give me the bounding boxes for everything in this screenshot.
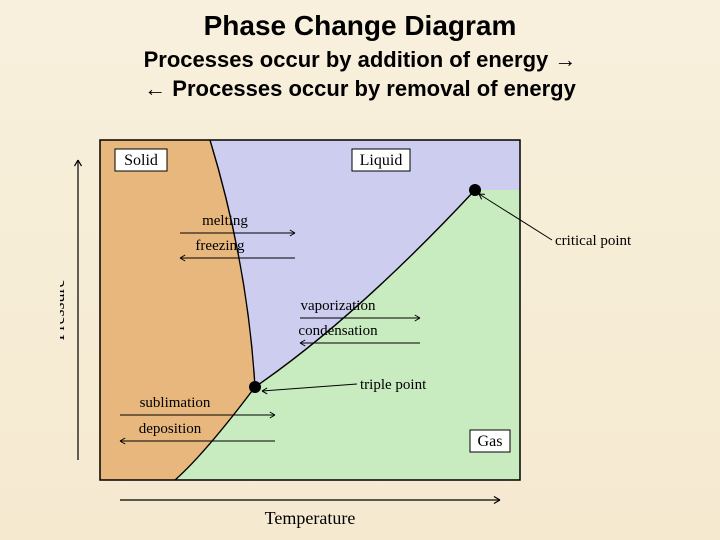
x-axis-label: Temperature [265, 508, 356, 528]
freezing-label: freezing [195, 238, 245, 254]
page-title: Phase Change Diagram [0, 0, 720, 42]
triple-point [249, 381, 261, 393]
phase-diagram: Solid Liquid Gas Pressure Temperature melting… [60, 135, 670, 530]
triple_point-annotation: triple point [360, 377, 427, 393]
gas-label: Gas [478, 433, 503, 450]
subtitle: Processes occur by addition of energy → … [0, 46, 720, 103]
critical_point-annotation: critical point [555, 233, 632, 249]
vaporization-label: vaporization [301, 298, 376, 314]
solid-label: Solid [124, 152, 158, 169]
liquid-label: Liquid [360, 152, 403, 169]
subtitle-line-1: Processes occur by addition of energy → [0, 46, 720, 75]
phase-diagram-svg: Solid Liquid Gas Pressure Temperature melting… [60, 135, 670, 530]
condensation-label: condensation [298, 323, 378, 339]
y-axis-label: Pressure [60, 280, 68, 341]
subtitle-line-2: ← Processes occur by removal of energy [0, 75, 720, 104]
sublimation-label: sublimation [140, 395, 211, 411]
deposition-label: deposition [139, 421, 202, 437]
melting-label: melting [202, 213, 248, 229]
